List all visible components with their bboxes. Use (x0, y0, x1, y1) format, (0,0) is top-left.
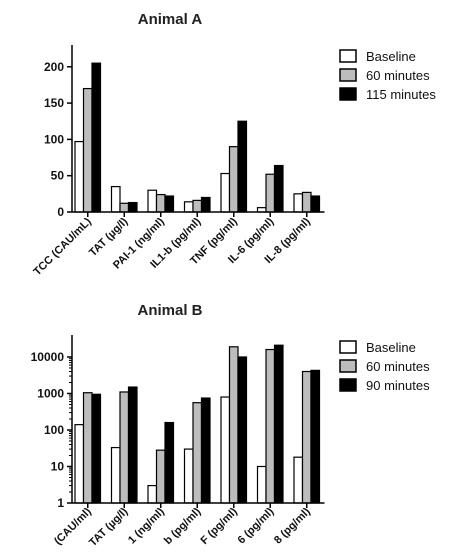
bar (301, 191, 312, 213)
bar (192, 402, 203, 504)
legend: Baseline 60 minutes 90 minutes (339, 340, 430, 393)
bar (200, 397, 211, 504)
bar (301, 370, 312, 504)
chart-title: Animal B (137, 302, 202, 319)
bar (74, 140, 85, 213)
bar (119, 202, 130, 213)
y-tick-label: 50 (51, 169, 65, 183)
bar (74, 424, 85, 504)
bar (192, 199, 203, 213)
bar (183, 448, 194, 504)
bar (119, 391, 130, 504)
y-tick-label: 1 (57, 496, 64, 510)
bar (147, 484, 158, 504)
y-tick-label: 100 (44, 423, 64, 437)
bar (155, 193, 166, 213)
bar (265, 348, 276, 504)
bar (293, 193, 304, 213)
legend-swatch (339, 68, 357, 82)
bar (147, 189, 158, 213)
x-tick-label: b (pg/ml) (162, 505, 204, 547)
y-tick-label: 100 (44, 132, 64, 146)
bar (91, 62, 102, 213)
x-tick-label: F (pg/ml) (199, 505, 241, 547)
bar (310, 195, 321, 213)
legend-swatch (339, 378, 357, 392)
bar (200, 196, 211, 213)
legend-label: Baseline (366, 49, 416, 64)
legend-swatch (339, 87, 357, 101)
bar (164, 421, 175, 504)
bar (237, 120, 248, 213)
legend: Baseline 60 minutes 115 minutes (339, 49, 436, 102)
bar (228, 146, 239, 213)
legend-swatch (339, 49, 357, 63)
y-tick-label: 200 (44, 60, 64, 74)
bar (265, 173, 276, 213)
bar (228, 346, 239, 504)
bar (110, 185, 121, 213)
bar (310, 369, 321, 504)
bar (273, 344, 284, 504)
legend-label: 90 minutes (366, 378, 430, 393)
y-tick-label: 150 (44, 96, 64, 110)
legend-swatch (339, 359, 357, 373)
legend-label: 60 minutes (366, 68, 430, 83)
bar (256, 465, 267, 504)
x-tick-label: 1 (ng/ml) (126, 505, 167, 546)
legend-label: 60 minutes (366, 359, 430, 374)
x-tick-label: TCC (CAU/mL) (31, 215, 94, 278)
legend-swatch (339, 340, 357, 354)
chart-title: Animal A (138, 11, 203, 28)
bar (164, 195, 175, 213)
x-tick-label: 6 (pg/ml) (235, 505, 276, 546)
y-tick-label: 10000 (31, 350, 65, 364)
bar (273, 164, 284, 213)
bar (82, 87, 93, 213)
bar (110, 446, 121, 504)
y-tick-label: 0 (57, 205, 64, 219)
bar (155, 449, 166, 504)
bar (91, 393, 102, 504)
legend-label: 115 minutes (366, 87, 436, 102)
bar (237, 356, 248, 504)
bar (220, 172, 231, 213)
y-tick-label: 10 (51, 459, 65, 473)
legend-label: Baseline (366, 340, 416, 355)
bar (82, 392, 93, 504)
bar (293, 456, 304, 504)
bar (127, 386, 138, 504)
x-tick-label: TAT (µg/l) (87, 505, 131, 549)
x-tick-label: 8 (pg/ml) (272, 505, 313, 546)
bar (127, 201, 138, 213)
bar (183, 201, 194, 213)
y-tick-label: 1000 (37, 386, 64, 400)
bar (220, 396, 231, 504)
